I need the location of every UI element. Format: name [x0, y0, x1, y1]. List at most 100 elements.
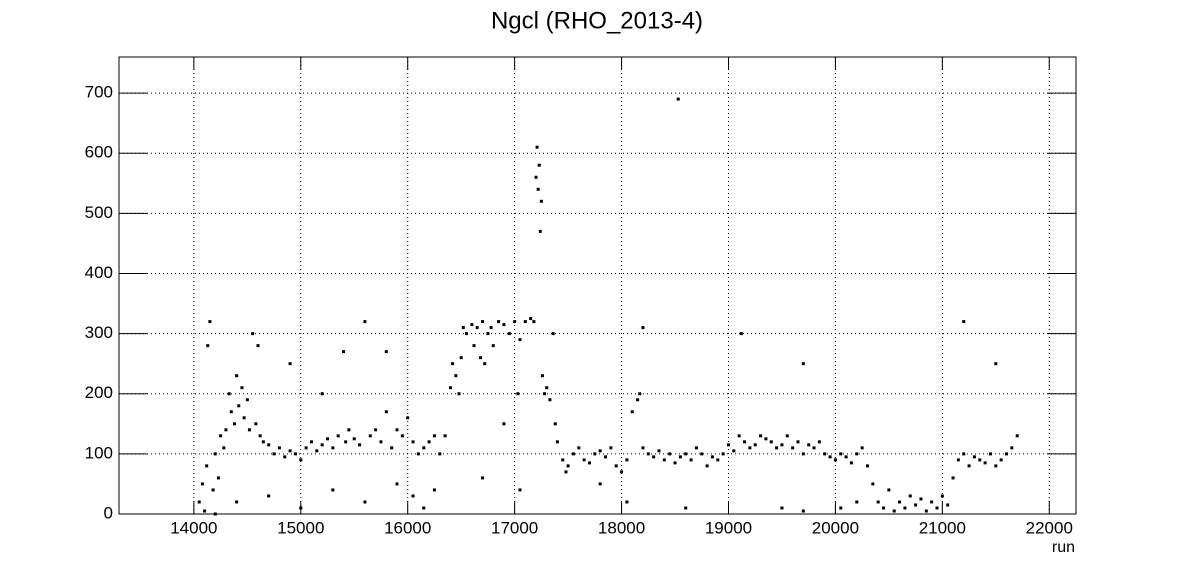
point [242, 416, 246, 420]
x-tick-label: 16000 [384, 518, 431, 537]
point [222, 446, 226, 450]
point [416, 452, 420, 456]
y-tick-label: 100 [85, 443, 113, 462]
point [451, 362, 455, 366]
point [593, 452, 597, 456]
point [432, 434, 436, 438]
y-tick-label: 500 [85, 203, 113, 222]
y-tick-label: 400 [85, 263, 113, 282]
point [887, 488, 891, 492]
point [769, 440, 773, 444]
point [229, 410, 233, 414]
point [537, 163, 541, 167]
point [817, 440, 821, 444]
point [411, 494, 415, 498]
point [577, 446, 581, 450]
point [538, 229, 542, 233]
point [833, 458, 837, 462]
point [540, 374, 544, 378]
point [962, 452, 966, 456]
point [571, 452, 575, 456]
point [309, 440, 313, 444]
point [315, 449, 319, 453]
point [491, 344, 495, 348]
point [876, 500, 880, 504]
point [673, 461, 677, 465]
point [716, 458, 720, 462]
point [849, 461, 853, 465]
x-tick-label: 19000 [705, 518, 752, 537]
point [908, 494, 912, 498]
point [946, 503, 950, 507]
point [543, 392, 547, 396]
point [726, 443, 730, 447]
point [277, 446, 281, 450]
point [780, 506, 784, 510]
point [988, 452, 992, 456]
point [518, 338, 522, 342]
x-tick-label: 20000 [812, 518, 859, 537]
point [529, 317, 533, 321]
point [609, 446, 613, 450]
point [555, 440, 559, 444]
point [892, 509, 896, 513]
point [791, 446, 795, 450]
point [780, 443, 784, 447]
point [759, 434, 763, 438]
point [481, 320, 485, 324]
point [406, 416, 410, 420]
y-tick-label: 200 [85, 383, 113, 402]
point [363, 320, 367, 324]
point [604, 455, 608, 459]
point [994, 362, 998, 366]
point [272, 452, 276, 456]
y-tick-label: 700 [85, 83, 113, 102]
point [999, 458, 1003, 462]
point [390, 446, 394, 450]
point [796, 440, 800, 444]
point [646, 452, 650, 456]
point [483, 362, 487, 366]
point [972, 455, 976, 459]
point [240, 386, 244, 390]
point [368, 434, 372, 438]
point [363, 500, 367, 504]
point [534, 175, 538, 179]
point [457, 392, 461, 396]
point [978, 458, 982, 462]
point [694, 446, 698, 450]
x-axis-label: run [1052, 539, 1075, 556]
point [625, 458, 629, 462]
point [951, 476, 955, 480]
point [1010, 446, 1014, 450]
point [502, 422, 506, 426]
point [721, 452, 725, 456]
point [299, 506, 303, 510]
point [336, 434, 340, 438]
point [914, 503, 918, 507]
point [203, 509, 207, 513]
point [994, 464, 998, 468]
point [245, 398, 249, 402]
point [411, 440, 415, 444]
point [208, 320, 212, 324]
point [395, 428, 399, 432]
point [347, 428, 351, 432]
point [459, 356, 463, 360]
point [518, 488, 522, 492]
point [288, 362, 292, 366]
point [384, 410, 388, 414]
point [251, 332, 255, 336]
point [261, 440, 265, 444]
point [785, 434, 789, 438]
point [267, 494, 271, 498]
point [400, 434, 404, 438]
point [839, 506, 843, 510]
point [352, 437, 356, 441]
point [737, 434, 741, 438]
point [213, 452, 217, 456]
point [507, 332, 511, 336]
point [200, 482, 204, 486]
point [710, 455, 714, 459]
